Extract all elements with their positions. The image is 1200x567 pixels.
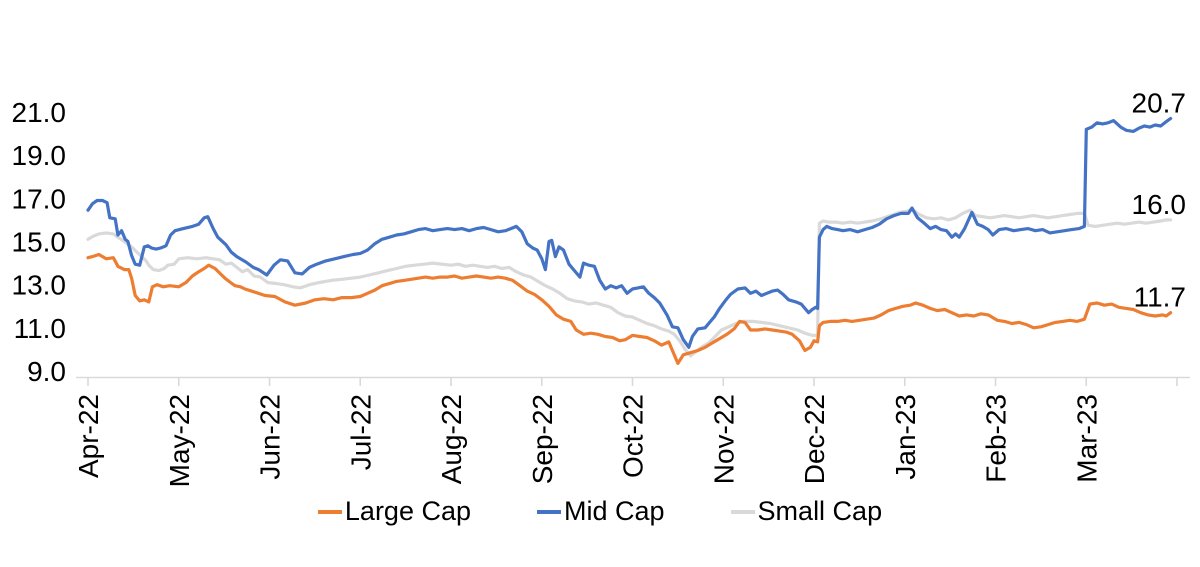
legend-dash-icon (730, 509, 755, 514)
legend-item-large-cap: Large Cap (317, 496, 471, 527)
legend-dash-icon (317, 509, 342, 514)
y-axis-tick-label: 15.0 (12, 227, 67, 258)
y-axis-tick-label: 13.0 (12, 270, 67, 301)
y-axis-tick-label: 11.0 (14, 313, 66, 344)
x-axis-tick-label-mar-23: Mar-23 (1071, 394, 1102, 483)
x-axis-tick-label-jun-22: Jun-22 (255, 394, 286, 480)
x-axis-tick-label-dec-22: Dec-22 (799, 394, 830, 484)
y-axis-tick-label: 19.0 (12, 140, 67, 171)
legend-item-small-cap: Small Cap (730, 496, 883, 527)
y-axis-tick-label: 9.0 (27, 356, 66, 387)
series-line-large-cap (86, 252, 1173, 365)
x-axis-tick-label-feb-23: Feb-23 (981, 394, 1012, 483)
legend-item-mid-cap: Mid Cap (537, 496, 665, 527)
x-axis-tick-label-jan-23: Jan-23 (890, 394, 921, 480)
x-axis-tick-label-jul-22: Jul-22 (345, 394, 376, 470)
x-axis-tick-label-oct-22: Oct-22 (618, 394, 649, 478)
y-axis-tick-label: 21.0 (12, 97, 67, 128)
x-axis-tick-label-aug-22: Aug-22 (436, 394, 467, 484)
y-axis-tick-label: 17.0 (12, 183, 67, 214)
legend-label: Large Cap (344, 496, 471, 526)
end-label-mid-cap: 20.7 (1132, 87, 1187, 118)
x-axis-tick-label-nov-22: Nov-22 (708, 394, 739, 484)
chart-legend: Large Cap Mid Cap Small Cap (0, 496, 1200, 527)
x-axis-tick-label-may-22: May-22 (164, 394, 195, 487)
legend-dash-icon (537, 509, 561, 514)
legend-label: Small Cap (757, 496, 883, 526)
end-label-small-cap: 16.0 (1132, 189, 1187, 220)
x-axis-tick-label-apr-22: Apr-22 (73, 394, 104, 478)
x-axis-tick-label-sep-22: Sep-22 (527, 394, 558, 484)
legend-label: Mid Cap (564, 496, 665, 526)
end-label-large-cap: 11.7 (1134, 282, 1186, 313)
series-line-small-cap (86, 207, 1173, 358)
series-line-mid-cap (86, 116, 1173, 349)
